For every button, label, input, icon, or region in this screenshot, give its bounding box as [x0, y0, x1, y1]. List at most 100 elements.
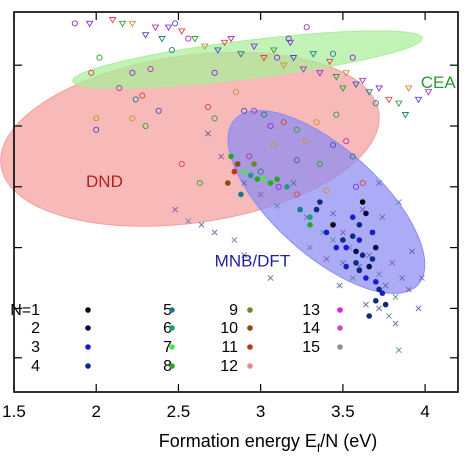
data-point [379, 214, 386, 221]
legend-label: 14 [302, 320, 320, 337]
data-point [376, 286, 382, 293]
legend-label: 10 [220, 320, 238, 337]
legend-marker [169, 325, 175, 331]
data-point [274, 202, 281, 209]
data-point [404, 85, 413, 92]
data-point [224, 180, 231, 186]
data-point [218, 153, 225, 160]
data-point [359, 199, 366, 205]
data-point [285, 35, 292, 42]
data-point [392, 294, 399, 300]
data-point [307, 244, 313, 251]
data-point [198, 221, 205, 228]
data-point [200, 43, 209, 51]
legend-label: 6 [163, 320, 172, 337]
data-point [349, 275, 356, 281]
data-point [399, 275, 406, 281]
data-point [342, 70, 350, 77]
data-point [211, 69, 218, 76]
data-point [172, 206, 179, 213]
data-point [325, 58, 334, 66]
legend-label: 13 [302, 302, 320, 319]
data-point [155, 107, 162, 114]
data-point [375, 85, 383, 92]
data-point [260, 111, 268, 118]
legend-marker [337, 325, 343, 331]
data-point [128, 20, 137, 28]
data-point [309, 51, 318, 58]
data-point [307, 222, 313, 228]
legend-marker [247, 307, 253, 313]
legend-label: 2 [31, 320, 40, 337]
data-point [366, 263, 373, 270]
data-point [343, 244, 349, 251]
data-point [382, 301, 389, 308]
data-point [409, 248, 415, 255]
data-point [232, 88, 240, 95]
legend-label: 7 [163, 339, 172, 356]
data-point [382, 282, 389, 289]
data-point [254, 176, 261, 182]
data-point [118, 20, 127, 28]
data-point [231, 237, 238, 243]
data-point [270, 47, 278, 54]
data-point [330, 237, 336, 243]
legend-marker [85, 325, 91, 331]
data-point [270, 141, 277, 149]
legend-label: 12 [220, 358, 238, 375]
data-point [323, 187, 330, 194]
data-point [372, 100, 379, 107]
data-point [93, 115, 100, 122]
data-point [332, 74, 341, 81]
plot-frame [13, 11, 459, 393]
data-point [280, 119, 287, 126]
data-point [353, 248, 359, 255]
region-cea [72, 30, 423, 89]
legend-marker [337, 307, 343, 313]
data-point [241, 180, 248, 186]
data-point [85, 20, 94, 28]
data-point [372, 298, 379, 304]
data-point [415, 305, 422, 312]
data-point [251, 161, 257, 167]
data-point [349, 153, 356, 160]
data-point [164, 24, 173, 32]
data-point [177, 28, 186, 35]
data-point [376, 305, 382, 312]
data-point [116, 84, 123, 92]
data-point [349, 233, 356, 239]
data-point [267, 122, 274, 130]
data-point [330, 210, 336, 217]
data-point [385, 96, 393, 104]
legend-marker [337, 344, 343, 350]
legend-label: N=1 [10, 302, 40, 319]
data-point [313, 206, 320, 213]
data-point [279, 62, 288, 70]
data-point [191, 36, 199, 43]
legend-label: 5 [163, 302, 172, 319]
data-point [142, 122, 149, 130]
x-axis-title: Formation energy Ef/N (eV) [159, 431, 377, 455]
data-point [237, 51, 245, 58]
data-point [369, 229, 376, 236]
data-point [185, 35, 192, 42]
data-point [211, 229, 218, 236]
data-point [205, 130, 211, 137]
region-label-mnb-dft: MNB/DFT [215, 252, 291, 271]
data-point [302, 138, 309, 145]
data-point [250, 43, 258, 51]
data-point [267, 275, 274, 281]
data-point [307, 214, 313, 220]
data-point [297, 206, 303, 213]
data-point [366, 313, 373, 319]
data-point [168, 46, 175, 54]
x-tick-label: 1.5 [2, 402, 26, 421]
data-point [386, 313, 392, 319]
data-point [211, 115, 218, 122]
data-point [339, 229, 346, 236]
data-point [395, 347, 402, 354]
data-point [401, 112, 410, 119]
data-point [363, 210, 369, 217]
